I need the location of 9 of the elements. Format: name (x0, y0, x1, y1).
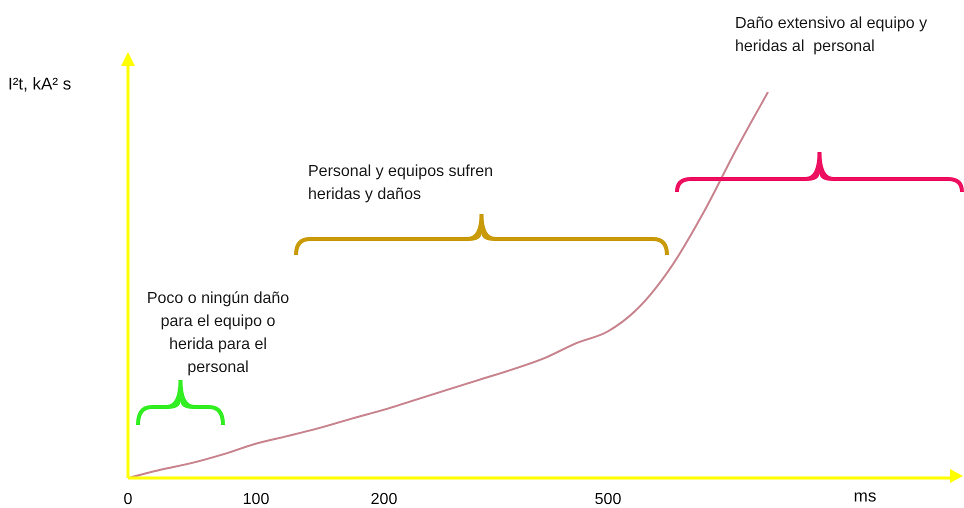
x-tick-label: 0 (124, 491, 133, 508)
annotation: Poco o ningún daño para el equipo o herida para el personal (146, 289, 290, 378)
text: Daño extensivo al equipo y heridas al personal (735, 14, 928, 57)
annotation: Personal y equipos sufren heridas y daños (308, 162, 494, 205)
x-tick-label: 500 (594, 491, 622, 508)
y-axis-title: I²t, kA² s (8, 74, 72, 94)
x-tick-label: 200 (370, 491, 398, 508)
x-axis-title: ms (854, 486, 876, 506)
x-tick-label: 100 (242, 491, 270, 508)
